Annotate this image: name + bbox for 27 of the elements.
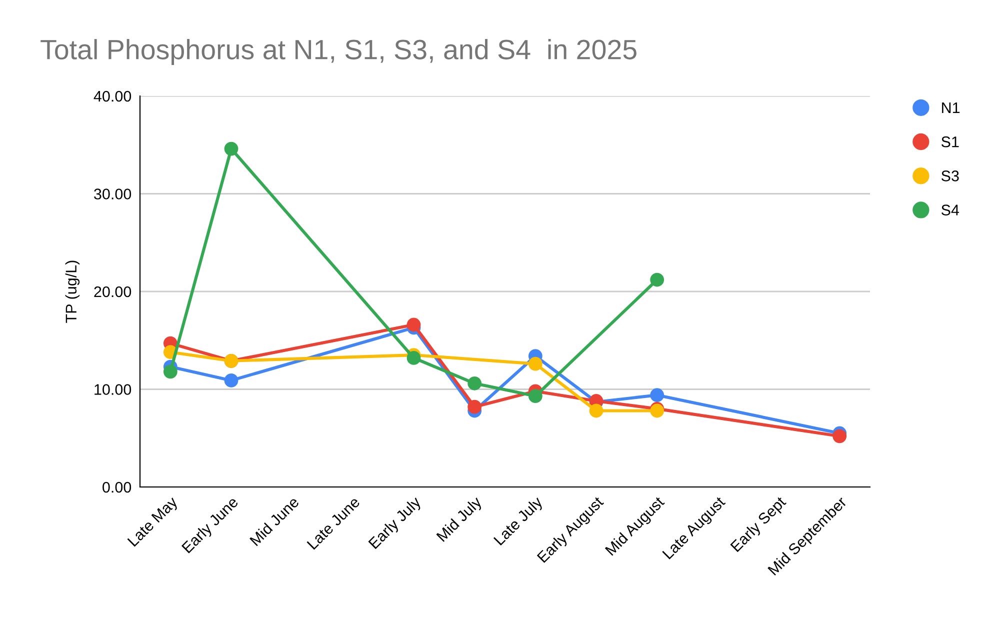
y-axis-title: TP (ug/L) xyxy=(65,260,80,323)
point xyxy=(468,400,482,414)
point xyxy=(589,404,604,418)
point xyxy=(528,389,542,404)
point xyxy=(528,356,542,371)
legend-label: S1 xyxy=(941,136,959,148)
point xyxy=(406,351,421,365)
point xyxy=(650,388,664,402)
x-tick-label: Late July xyxy=(493,495,546,548)
y-tick-label: 40.00 xyxy=(94,90,132,102)
point xyxy=(224,142,238,156)
point xyxy=(468,376,482,390)
legend-label: N1 xyxy=(942,102,960,113)
point xyxy=(163,364,178,379)
chart-title: Total Phosphorus at N1, S1, S3, and S4 in 2025 xyxy=(40,39,636,65)
y-tick-label: 30.00 xyxy=(94,188,132,200)
legend-label: S3 xyxy=(941,170,959,182)
y-tick-label: 10.00 xyxy=(94,384,132,395)
legend-label: S4 xyxy=(941,204,960,216)
point xyxy=(832,429,847,444)
point xyxy=(650,272,664,287)
point xyxy=(224,374,238,388)
point xyxy=(406,318,421,332)
y-tick-label: 0.00 xyxy=(102,482,132,493)
y-tick-label: 20.00 xyxy=(94,286,132,298)
x-tick-label: Late May xyxy=(127,496,180,549)
x-tick-label: Mid July xyxy=(436,495,485,544)
